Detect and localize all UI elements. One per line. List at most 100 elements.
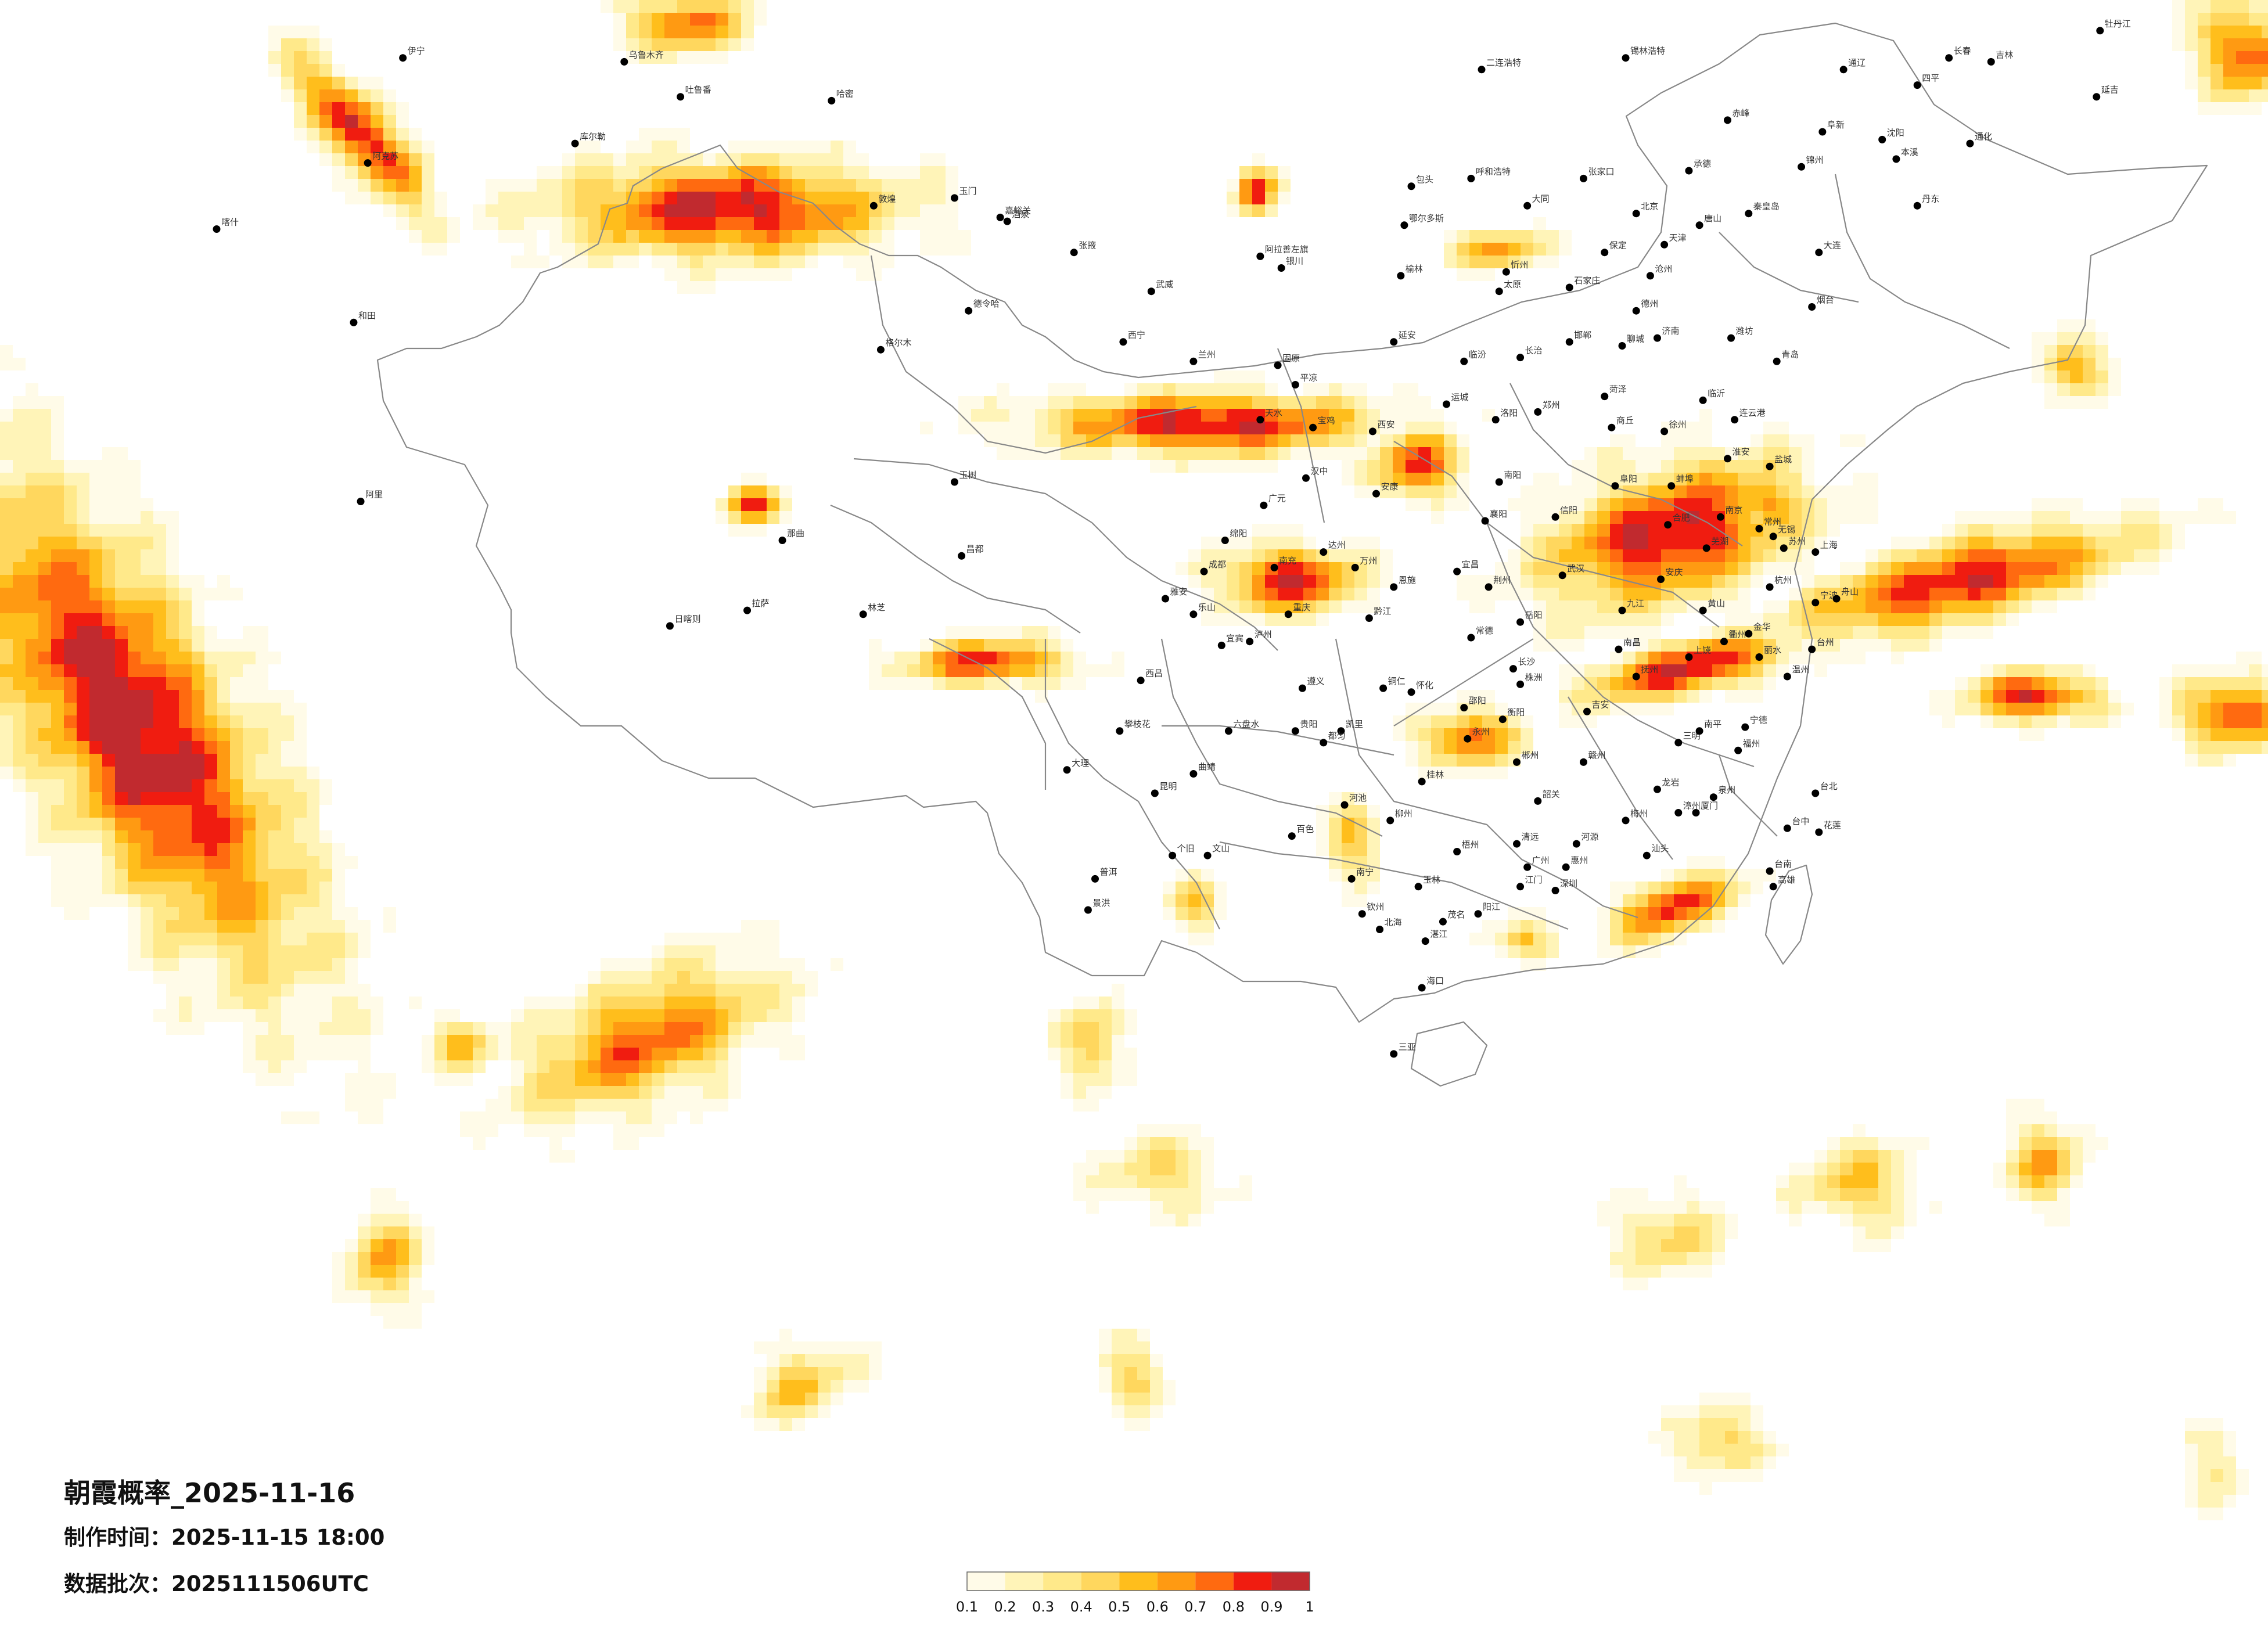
heat-cell [383, 920, 396, 933]
heat-cell [1444, 460, 1457, 473]
heat-cell [1993, 575, 2006, 588]
heat-cell [1968, 613, 1981, 626]
heat-cell [141, 549, 153, 562]
heat-cell [549, 230, 562, 243]
heat-cell [1674, 1239, 1687, 1252]
heat-cell [1840, 434, 1853, 447]
heat-cell [1763, 498, 1776, 511]
heat-cell [2044, 370, 2057, 383]
heat-cell [0, 677, 13, 690]
heat-cell [664, 1086, 677, 1099]
heat-cell [1188, 1175, 1201, 1188]
heat-cell [409, 204, 422, 217]
heat-cell [1661, 460, 1674, 473]
heat-cell [1993, 549, 2006, 562]
heat-cell [728, 1048, 741, 1060]
heat-cell [677, 141, 690, 153]
heat-cell [1584, 537, 1597, 549]
heat-cell [1457, 230, 1469, 243]
heat-cell [997, 383, 1009, 396]
heat-cell [1367, 460, 1380, 473]
heat-cell [1508, 907, 1521, 920]
heat-cell [2108, 358, 2121, 370]
heat-cell [1099, 396, 1112, 409]
heat-cell [89, 511, 102, 524]
city-marker [1320, 548, 1328, 556]
heat-cell [664, 268, 677, 281]
heat-cell [626, 141, 639, 153]
heat-cell [1163, 460, 1176, 473]
heat-cell [2096, 383, 2108, 396]
heat-cell [1981, 703, 1993, 715]
heat-cell [1636, 498, 1648, 511]
heat-cell [1904, 626, 1917, 639]
heat-cell [1776, 511, 1789, 524]
heat-cell [1201, 575, 1214, 588]
heat-cell [1674, 473, 1687, 485]
heat-cell [1163, 1188, 1176, 1201]
heat-cell [1712, 575, 1725, 588]
city-label: 信阳 [1560, 505, 1577, 515]
heat-cell [2006, 562, 2019, 575]
heat-cell [1648, 1265, 1661, 1278]
city-marker [1702, 544, 1710, 552]
heat-cell [703, 256, 716, 268]
heat-cell [1699, 434, 1712, 447]
heat-cell [204, 997, 217, 1009]
heat-cell [1814, 485, 1827, 498]
heat-cell [332, 894, 345, 907]
heat-cell [2019, 1150, 2032, 1163]
heat-cell [524, 1009, 537, 1022]
city-marker [1491, 416, 1500, 424]
heat-cell [818, 179, 831, 192]
heat-cell [754, 204, 767, 217]
heat-cell [1636, 626, 1648, 639]
heat-cell [1124, 1380, 1137, 1393]
heat-cell [345, 1048, 358, 1060]
heat-cell [256, 882, 268, 894]
heat-cell [243, 971, 256, 984]
heat-cell [26, 473, 38, 485]
heat-cell [2096, 370, 2108, 383]
heat-cell [332, 882, 345, 894]
heat-cell [652, 1048, 664, 1060]
heat-cell [243, 882, 256, 894]
heat-cell [1610, 1239, 1623, 1252]
heat-cell [664, 128, 677, 141]
heat-cell [1738, 549, 1751, 562]
heat-cell [128, 741, 141, 754]
heat-cell [1840, 1201, 1853, 1214]
heat-cell [831, 192, 843, 204]
heat-cell [1687, 1444, 1699, 1456]
heat-cell [1112, 396, 1124, 409]
heat-cell [64, 485, 77, 498]
heat-cell [345, 1265, 358, 1278]
heat-cell [1495, 728, 1508, 741]
heat-cell [601, 997, 613, 1009]
heat-cell [217, 639, 230, 652]
heat-cell [537, 1035, 549, 1048]
heat-cell [1981, 626, 1993, 639]
heat-cell [728, 511, 741, 524]
heat-cell [64, 830, 77, 843]
heat-cell [2083, 690, 2096, 703]
heat-cell [0, 485, 13, 498]
heat-cell [2262, 89, 2268, 102]
heat-cell [51, 485, 64, 498]
heat-cell [268, 1022, 281, 1035]
heat-cell [38, 422, 51, 434]
heat-cell [1699, 856, 1712, 869]
heat-cell [2096, 690, 2108, 703]
heat-cell [0, 715, 13, 728]
city-marker [2096, 27, 2104, 35]
heat-cell [383, 1201, 396, 1214]
heat-cell [2223, 1482, 2236, 1495]
heat-cell [2223, 38, 2236, 51]
heat-cell [1329, 422, 1342, 434]
heat-cell [1354, 830, 1367, 843]
heat-cell [1648, 1214, 1661, 1226]
heat-cell [1776, 652, 1789, 664]
city-label: 个旧 [1177, 843, 1195, 854]
heat-cell [1712, 1456, 1725, 1469]
city-label: 太原 [1504, 279, 1521, 290]
